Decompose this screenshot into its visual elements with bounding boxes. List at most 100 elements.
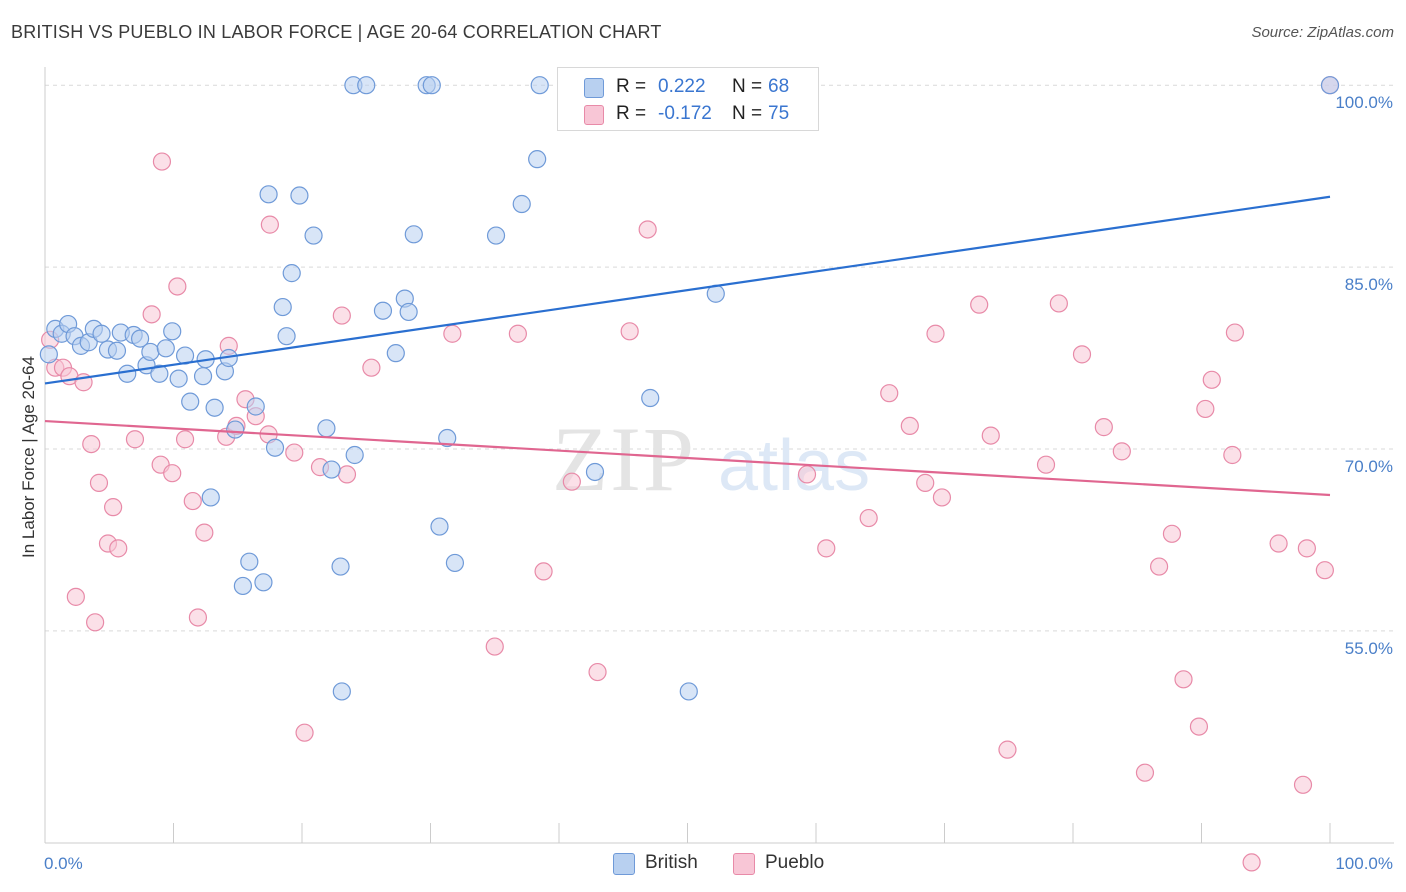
y-tick-label: 55.0% <box>1345 639 1393 658</box>
pueblo-trend-line <box>44 419 1331 497</box>
legend-n-value: 68 <box>768 76 790 97</box>
pueblo-point <box>998 740 1017 759</box>
legend-n-value: 75 <box>768 103 790 124</box>
british-point <box>130 329 150 348</box>
pueblo-point <box>588 662 607 682</box>
british-point <box>399 302 418 322</box>
pueblo-point <box>1036 455 1056 474</box>
pueblo-point <box>1112 442 1131 461</box>
y-tick-label: 70.0% <box>1345 457 1393 476</box>
pueblo-point <box>859 508 878 528</box>
pueblo-point <box>1072 345 1092 364</box>
british-point <box>438 428 457 448</box>
pueblo-point <box>1202 370 1221 389</box>
pueblo-point <box>152 152 172 171</box>
pueblo-point <box>168 277 187 296</box>
x-tick-label: 100.0% <box>1335 854 1393 873</box>
british-point <box>254 573 273 592</box>
y-tick-label: 85.0% <box>1345 275 1393 294</box>
pueblo-point <box>285 443 304 462</box>
british-point <box>181 392 200 411</box>
pueblo-point <box>163 464 182 483</box>
british-point <box>39 345 58 364</box>
pueblo-swatch-icon <box>584 105 604 125</box>
pueblo-point <box>125 430 145 449</box>
british-point <box>679 682 698 701</box>
pueblo-point <box>1162 524 1182 543</box>
british-point <box>107 341 127 360</box>
pueblo-legend-icon <box>733 853 755 875</box>
british-point <box>345 445 364 465</box>
british-point <box>530 76 549 95</box>
chart-title: BRITISH VS PUEBLO IN LABOR FORCE | AGE 2… <box>11 22 662 42</box>
pueblo-point <box>142 305 161 324</box>
pueblo-legend-label: Pueblo <box>765 852 825 873</box>
british-point <box>445 553 465 573</box>
pueblo-point <box>1049 294 1068 313</box>
pueblo-point <box>1174 670 1193 689</box>
pueblo-point <box>337 465 357 484</box>
british-point <box>404 225 423 244</box>
pueblo-point <box>508 324 527 343</box>
pueblo-point <box>970 295 989 314</box>
pueblo-point <box>89 473 109 492</box>
axes <box>44 67 1394 844</box>
pueblo-point <box>332 306 351 325</box>
pueblo-point <box>1094 418 1113 437</box>
british-points <box>39 76 1340 701</box>
pueblo-point <box>260 215 279 234</box>
british-legend-label: British <box>645 852 698 873</box>
trend-lines <box>44 195 1331 497</box>
british-point <box>193 367 213 386</box>
watermark-atlas: atlas <box>718 426 870 506</box>
british-point <box>290 186 309 205</box>
british-point <box>322 460 341 479</box>
british-point <box>273 297 292 317</box>
pueblo-point <box>66 587 85 606</box>
british-point <box>373 301 393 320</box>
british-point <box>259 185 278 204</box>
british-point <box>357 76 376 95</box>
grid-lines <box>45 84 1394 632</box>
british-point <box>422 76 441 95</box>
british-point <box>430 517 449 536</box>
british-point <box>156 339 175 358</box>
british-point <box>277 327 296 346</box>
british-point <box>240 552 259 571</box>
pueblo-point <box>1189 717 1209 736</box>
pueblo-point <box>1297 539 1316 558</box>
pueblo-point <box>880 384 899 403</box>
pueblo-point <box>175 430 195 449</box>
british-point <box>118 364 137 383</box>
pueblo-point <box>1149 557 1169 576</box>
pueblo-point <box>443 324 462 343</box>
british-point <box>265 438 285 457</box>
pueblo-point <box>1223 445 1242 465</box>
british-point <box>332 682 351 701</box>
legend-n-label: N = <box>732 76 763 97</box>
british-point <box>1320 76 1340 95</box>
pueblo-point <box>485 637 504 656</box>
pueblo-point <box>562 472 581 491</box>
pueblo-point <box>195 523 214 542</box>
british-legend-icon <box>613 853 635 875</box>
british-point <box>317 419 336 438</box>
british-point <box>641 388 660 408</box>
pueblo-point <box>1135 763 1155 782</box>
y-tick-label: 100.0% <box>1335 93 1393 112</box>
pueblo-point <box>932 488 952 507</box>
british-point <box>201 488 220 507</box>
pueblo-point <box>1242 853 1261 872</box>
pueblo-point <box>1225 323 1245 342</box>
british-point <box>585 462 605 482</box>
british-point <box>512 194 531 214</box>
y-tick-labels: 100.0% 85.0% 70.0% 55.0% <box>1335 93 1393 658</box>
legend-r-value: 0.222 <box>658 76 706 97</box>
legend-r-label: R = <box>616 103 647 124</box>
y-axis-label: In Labor Force | Age 20-64 <box>19 356 38 558</box>
pueblo-point <box>981 426 1000 445</box>
pueblo-point <box>183 491 202 511</box>
british-point <box>486 226 506 245</box>
pueblo-point <box>1315 561 1334 580</box>
